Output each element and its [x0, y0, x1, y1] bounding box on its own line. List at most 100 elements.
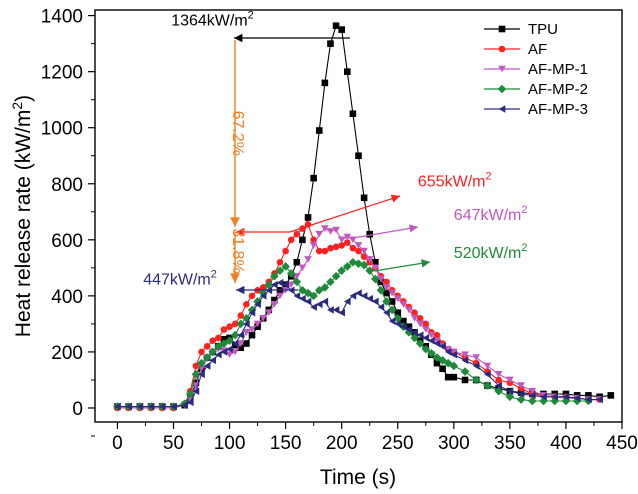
data-point-af-mp-2	[371, 274, 380, 284]
data-point-af-mp-1	[309, 242, 318, 249]
data-point-af-mp-3	[203, 362, 211, 370]
data-point-af-mp-3	[198, 370, 205, 379]
data-point-af-mp-1	[354, 242, 363, 249]
data-point-af-mp-3	[428, 336, 435, 345]
data-point-af-mp-2	[191, 370, 201, 379]
af-peak-arrow-right	[289, 194, 401, 233]
data-point-tpu	[450, 373, 458, 381]
data-point-tpu	[388, 298, 396, 305]
y-tick-label-200: 200	[51, 343, 83, 364]
legend-marker-tpu	[498, 25, 506, 33]
data-point-tpu	[271, 296, 278, 304]
data-point-af-mp-1	[494, 371, 503, 378]
data-point-af-mp-3	[360, 292, 368, 300]
legend-label-af: AF	[528, 41, 547, 58]
annotation-1364kw-m2: 1364kW/m2	[171, 10, 254, 30]
data-point-af-mp-2	[438, 356, 447, 365]
data-point-tpu	[332, 22, 340, 29]
data-point-af	[215, 334, 222, 342]
data-point-af-mp-3	[343, 297, 351, 306]
data-point-af-mp-3	[259, 292, 267, 300]
annotation-520kw-m2: 520kW/m2	[454, 242, 528, 262]
data-point-tpu	[315, 127, 323, 134]
data-point-tpu	[585, 392, 592, 399]
data-point-tpu	[349, 110, 357, 118]
x-tick-label-400: 400	[550, 433, 582, 454]
data-point-af-mp-2	[264, 280, 274, 289]
data-point-af	[287, 236, 295, 244]
data-point-af-mp-3	[439, 342, 446, 351]
data-point-af	[411, 309, 418, 316]
data-point-af-mp-2	[365, 266, 375, 275]
data-point-tpu	[343, 68, 351, 75]
data-point-af	[332, 243, 340, 251]
legend-marker-af	[498, 45, 506, 53]
data-point-af-mp-3	[383, 308, 390, 317]
data-point-tpu	[383, 289, 390, 297]
data-point-af-mp-1	[304, 256, 312, 263]
data-point-af	[231, 320, 239, 328]
data-point-af-mp-2	[449, 361, 459, 371]
data-point-af-mp-3	[254, 300, 261, 309]
data-point-af-mp-2	[527, 396, 537, 406]
legend-label-af-mp-1: AF-MP-1	[528, 61, 588, 78]
y-axis-title-main: Heat release rate (kW/m	[12, 110, 35, 338]
data-point-af-mp-2	[387, 305, 397, 315]
data-point-af-mp-1	[326, 228, 335, 235]
data-point-af	[248, 292, 256, 300]
data-point-af-mp-3	[366, 294, 374, 303]
data-point-af	[422, 320, 430, 328]
data-point-af-mp-3	[248, 308, 256, 317]
data-point-af-mp-1	[405, 306, 413, 314]
data-point-tpu	[293, 258, 301, 266]
data-point-af-mp-3	[372, 297, 379, 306]
data-point-af-mp-3	[422, 334, 430, 342]
data-point-af-mp-1	[343, 233, 352, 241]
data-point-af-mp-1	[433, 337, 441, 345]
data-point-af-mp-2	[342, 262, 352, 271]
data-point-af-mp-3	[215, 350, 222, 359]
data-point-af-mp-3	[310, 303, 317, 311]
data-point-af-mp-2	[382, 297, 391, 306]
data-point-af-mp-3	[125, 402, 132, 411]
data-point-af-mp-3	[450, 350, 458, 359]
data-point-af-mp-3	[405, 325, 413, 334]
data-point-tpu	[394, 309, 402, 316]
data-point-af-mp-3	[388, 317, 396, 325]
data-point-af-mp-3	[472, 362, 480, 370]
data-point-tpu	[248, 331, 256, 339]
data-point-af-mp-3	[562, 392, 570, 401]
data-point-tpu	[310, 174, 317, 182]
data-point-af-mp-2	[432, 353, 442, 362]
legend-item-af: AF	[484, 41, 547, 58]
data-point-tpu	[444, 373, 452, 381]
x-tick-label-300: 300	[438, 433, 470, 454]
data-point-af-mp-1	[315, 230, 324, 238]
data-point-af-mp-1	[444, 345, 453, 353]
af-mp-2-arrow	[373, 259, 431, 272]
data-point-af-mp-1	[506, 376, 514, 384]
data-point-af	[343, 239, 351, 246]
x-tick-label-150: 150	[270, 433, 302, 454]
data-point-af-mp-1	[270, 300, 279, 308]
data-point-af-mp-3	[355, 289, 362, 297]
data-point-af-mp-1	[365, 256, 374, 263]
data-point-af-mp-3	[209, 356, 217, 365]
annotation-value: 647kW/m	[454, 207, 522, 224]
annotation-67-2: 67.2%	[229, 111, 246, 156]
legend-marker-af-mp-1	[498, 65, 506, 73]
data-point-af-mp-2	[197, 358, 206, 368]
data-point-af-mp-3	[528, 391, 536, 400]
data-point-tpu	[439, 365, 446, 373]
data-point-af-mp-3	[416, 331, 424, 339]
x-tick-label-450: 450	[606, 433, 638, 454]
data-point-af-mp-2	[202, 353, 212, 362]
data-point-af	[360, 253, 368, 260]
data-point-af-mp-3	[411, 328, 418, 337]
data-point-af-mp-1	[416, 320, 424, 328]
data-point-af-mp-3	[338, 308, 345, 317]
data-point-af-mp-2	[303, 288, 313, 298]
data-point-af-mp-2	[494, 386, 503, 396]
data-point-af-mp-2	[505, 392, 515, 402]
